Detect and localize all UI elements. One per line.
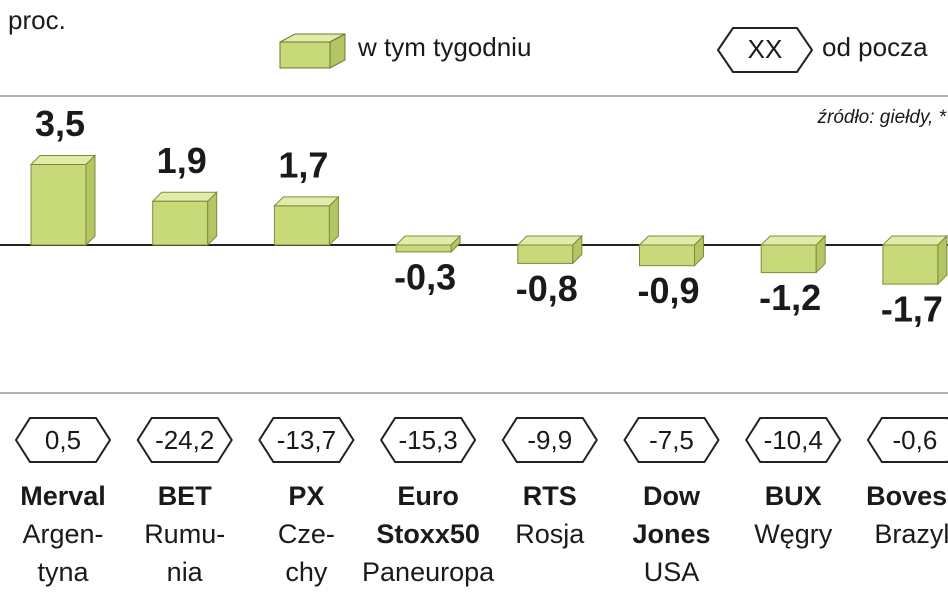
bar-top bbox=[759, 235, 827, 246]
legend-label: w tym tygodniu bbox=[357, 32, 531, 62]
bar-side bbox=[207, 191, 218, 247]
country-name: chy bbox=[285, 557, 328, 587]
ytd-label: -0,6 bbox=[892, 425, 937, 455]
index-name: BET bbox=[158, 481, 213, 511]
unit-label: proc. bbox=[8, 5, 66, 35]
ytd-badge bbox=[866, 417, 948, 463]
index-name: Stoxx50 bbox=[376, 519, 480, 549]
ytd-badge bbox=[501, 417, 598, 463]
legend-cube-front bbox=[279, 41, 331, 69]
bar-top bbox=[881, 235, 948, 246]
country-name: Rosja bbox=[515, 519, 585, 549]
ytd-badge bbox=[258, 417, 355, 463]
bar bbox=[639, 244, 695, 267]
value-label: -1,7 bbox=[881, 289, 943, 330]
source: źródło: giełdy, * bbox=[817, 107, 947, 128]
ytd-badge bbox=[14, 417, 112, 463]
bar-top bbox=[516, 235, 584, 246]
bar bbox=[30, 164, 87, 246]
ytd-label: -24,2 bbox=[155, 425, 214, 455]
ytd-badge bbox=[136, 417, 233, 463]
index-name: Merval bbox=[20, 481, 106, 511]
value-label: -0,3 bbox=[394, 256, 456, 297]
bar-side bbox=[937, 234, 948, 286]
value-label: -0,8 bbox=[516, 268, 578, 309]
value-label: 3,5 bbox=[35, 103, 85, 144]
country-name: Brazyli bbox=[874, 519, 948, 549]
bar-side bbox=[694, 234, 704, 267]
country-name: Rumu- bbox=[144, 519, 225, 549]
bar bbox=[517, 244, 574, 264]
country-name: Argen- bbox=[22, 519, 103, 549]
ytd-badge bbox=[623, 417, 720, 463]
bar bbox=[395, 244, 452, 253]
ytd-badge bbox=[745, 417, 842, 463]
index-name: Jones bbox=[632, 519, 710, 549]
index-name: PX bbox=[288, 481, 324, 511]
bar-side bbox=[572, 234, 583, 265]
legend-badge-text: XX bbox=[748, 34, 783, 64]
country-name: USA bbox=[644, 557, 700, 587]
ytd-label: -7,5 bbox=[649, 425, 694, 455]
ytd-label: -10,4 bbox=[764, 425, 823, 455]
value-label: -0,9 bbox=[637, 270, 699, 311]
country-name: Węgry bbox=[754, 519, 833, 549]
value-label: -1,2 bbox=[759, 277, 821, 318]
bar-top bbox=[638, 235, 705, 246]
bar bbox=[273, 205, 330, 246]
index-name: Dow bbox=[643, 481, 701, 511]
ytd-badge bbox=[379, 417, 477, 463]
country-name: Cze- bbox=[278, 519, 335, 549]
bar bbox=[152, 200, 209, 246]
bar-side bbox=[85, 154, 96, 247]
index-name: Euro bbox=[397, 481, 459, 511]
legend-badge bbox=[716, 27, 814, 73]
country-name: Paneuropa bbox=[362, 557, 495, 587]
index-name: BUX bbox=[765, 481, 822, 511]
ytd-label: -15,3 bbox=[398, 425, 457, 455]
value-label: 1,9 bbox=[157, 140, 207, 181]
bar-top bbox=[29, 155, 97, 165]
legend-cube-side bbox=[329, 33, 346, 69]
bar-side bbox=[328, 195, 339, 247]
index-name: Bovesp bbox=[866, 481, 948, 511]
bar-top bbox=[151, 191, 218, 202]
bar bbox=[760, 244, 817, 274]
country-name: nia bbox=[167, 557, 204, 587]
legend-label: od pocza bbox=[822, 32, 928, 62]
ytd-label: -13,7 bbox=[277, 425, 336, 455]
bar-top bbox=[273, 196, 340, 207]
value-label: 1,7 bbox=[278, 144, 328, 185]
ytd-label: 0,5 bbox=[45, 425, 81, 455]
country-name: tyna bbox=[37, 557, 89, 587]
bar bbox=[882, 244, 939, 285]
bar-side bbox=[815, 234, 826, 274]
index-name: RTS bbox=[523, 481, 577, 511]
ytd-label: -9,9 bbox=[527, 425, 572, 455]
bar-side bbox=[450, 234, 461, 254]
bar-top bbox=[394, 235, 462, 246]
